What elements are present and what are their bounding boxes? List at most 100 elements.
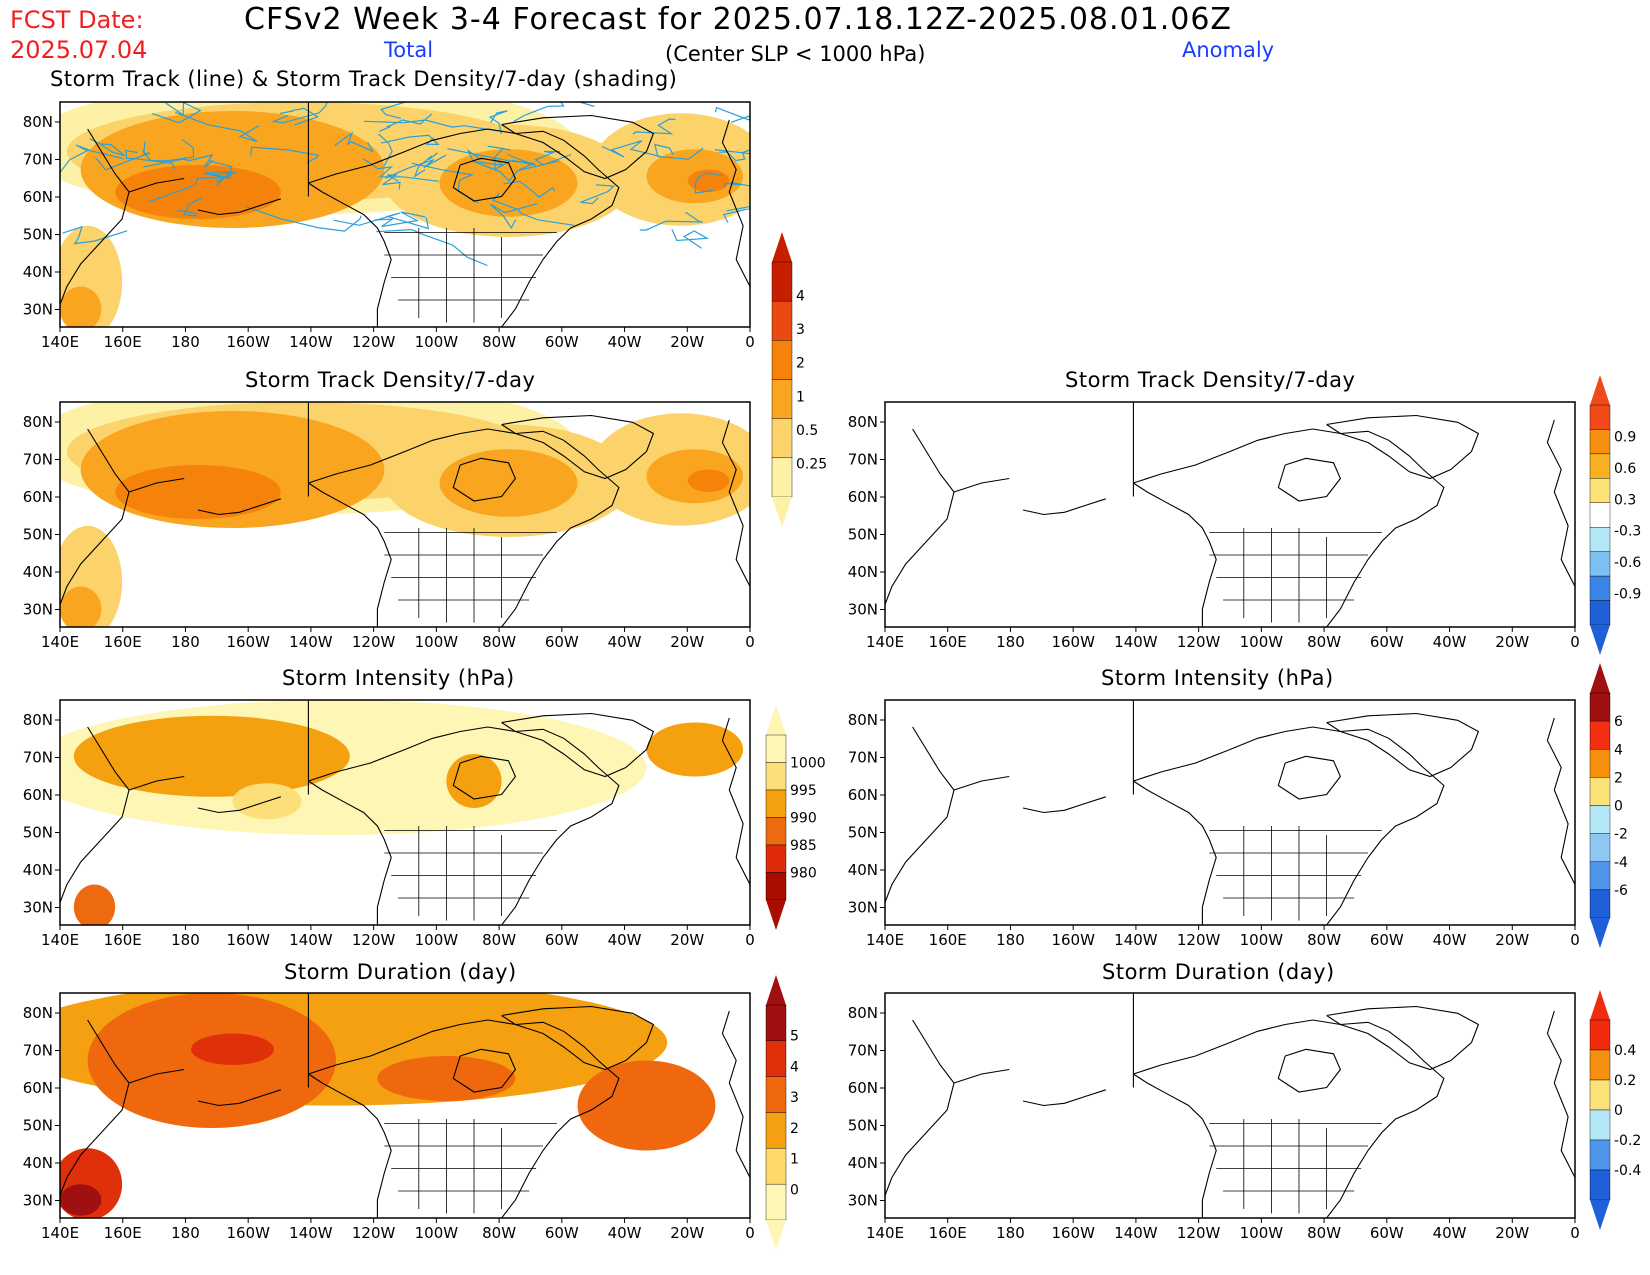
lat-label: 60N bbox=[23, 188, 53, 206]
lon-label: 180 bbox=[171, 333, 200, 351]
lon-label: 20W bbox=[670, 333, 704, 351]
lat-label: 60N bbox=[23, 1079, 53, 1097]
coastline bbox=[1133, 482, 1217, 627]
lon-label: 180 bbox=[996, 633, 1025, 651]
lon-label: 120W bbox=[352, 931, 396, 949]
colorbar-swatch bbox=[1589, 1169, 1611, 1201]
colorbar-swatch bbox=[1589, 720, 1611, 750]
colorbar-label: 4 bbox=[796, 289, 805, 305]
lon-label: 80W bbox=[1307, 1224, 1341, 1242]
colorbar-density-anom: 0.9 0.6 0.3 -0.3 -0.6 -0.9 bbox=[1589, 375, 1641, 655]
coastline bbox=[1546, 1010, 1575, 1178]
lat-label: 80N bbox=[23, 1004, 53, 1022]
colorbar-density-total: 4 3 2 1 0.5 0.25 bbox=[771, 232, 827, 527]
shaded-area bbox=[115, 165, 281, 219]
colorbar-label: 2 bbox=[1614, 770, 1623, 786]
lon-label: 80W bbox=[1307, 633, 1341, 651]
storm-track-line bbox=[580, 184, 616, 205]
map-background bbox=[885, 402, 1575, 627]
colorbar-label: 5 bbox=[790, 1029, 799, 1045]
fcst-date-label: FCST Date: bbox=[10, 6, 144, 34]
colorbar-swatch bbox=[1589, 453, 1611, 479]
panel-title-intensity-anom: Storm Intensity (hPa) bbox=[1101, 666, 1334, 690]
coastline bbox=[885, 726, 955, 903]
panel-title-density-total: Storm Track Density/7-day bbox=[245, 368, 536, 392]
colorbar-swatch bbox=[1589, 777, 1611, 806]
lat-label: 60N bbox=[848, 488, 878, 506]
lat-label: 50N bbox=[23, 526, 53, 544]
lon-label: 100W bbox=[415, 333, 459, 351]
lon-label: 160W bbox=[226, 931, 270, 949]
map-panel-density-anom: 80N 70N 60N 50N 40N 30N 140E 160E 180 160W 140W 120… bbox=[848, 401, 1580, 651]
coastline bbox=[721, 717, 750, 885]
storm-track-line bbox=[385, 154, 447, 179]
lon-label: 120W bbox=[1177, 931, 1221, 949]
lon-label: 80W bbox=[1307, 931, 1341, 949]
storm-track-line bbox=[333, 212, 430, 230]
lon-label: 0 bbox=[1570, 633, 1580, 651]
lon-label: 100W bbox=[415, 1224, 459, 1242]
lon-label: 120W bbox=[1177, 633, 1221, 651]
total-label: Total bbox=[384, 38, 434, 62]
storm-track-line bbox=[142, 139, 195, 162]
colorbar-swatch bbox=[1589, 527, 1611, 552]
lon-label: 80W bbox=[482, 633, 516, 651]
lon-label: 20W bbox=[1495, 633, 1529, 651]
lat-label: 40N bbox=[23, 861, 53, 879]
storm-track-line bbox=[503, 180, 556, 198]
coastline bbox=[452, 1048, 517, 1093]
lon-label: 40W bbox=[608, 931, 642, 949]
colorbar-swatch bbox=[1589, 478, 1611, 503]
storm-track-line bbox=[671, 229, 710, 249]
shaded-area bbox=[60, 1184, 102, 1216]
coastline bbox=[1326, 414, 1480, 480]
map-frame bbox=[59, 992, 751, 1219]
coastline bbox=[953, 477, 1010, 493]
lat-label: 60N bbox=[23, 786, 53, 804]
coastline bbox=[1277, 457, 1342, 502]
coastline bbox=[501, 114, 655, 180]
colorbar-swatch bbox=[1589, 575, 1611, 601]
colorbar-label: 0.5 bbox=[796, 423, 818, 439]
colorbar-swatch bbox=[1589, 805, 1611, 834]
subtitle: (Center SLP < 1000 hPa) bbox=[665, 42, 926, 66]
colorbar-arrow-bottom bbox=[1590, 1200, 1610, 1230]
lon-label: 40W bbox=[1433, 633, 1467, 651]
map-background bbox=[885, 993, 1575, 1218]
colorbar-swatch bbox=[765, 844, 787, 873]
colorbar-label: 4 bbox=[790, 1059, 799, 1075]
coastline bbox=[1133, 1073, 1217, 1218]
lat-label: 70N bbox=[848, 1042, 878, 1060]
map-frame bbox=[59, 101, 751, 328]
colorbar-swatch bbox=[765, 1183, 787, 1221]
coastline bbox=[308, 780, 392, 925]
lat-label: 40N bbox=[848, 1154, 878, 1172]
shaded-area bbox=[60, 286, 102, 327]
coastline bbox=[1022, 498, 1106, 516]
lat-label: 80N bbox=[23, 113, 53, 131]
colorbar-label: -6 bbox=[1614, 883, 1628, 899]
lat-label: 30N bbox=[848, 899, 878, 917]
colorbar-intensity-total: 1000 995 990 985 980 bbox=[765, 705, 826, 930]
lon-label: 20W bbox=[670, 633, 704, 651]
colorbar-arrow-top bbox=[766, 975, 786, 1005]
storm-track-line bbox=[719, 149, 750, 162]
lon-label: 140W bbox=[1114, 931, 1158, 949]
lon-label: 0 bbox=[745, 633, 755, 651]
storm-track-title: Storm Track (line) & Storm Track Density… bbox=[50, 67, 678, 91]
coastline bbox=[308, 182, 392, 327]
coastline bbox=[1326, 712, 1480, 778]
colorbar-label: -0.9 bbox=[1614, 587, 1641, 603]
shaded-area bbox=[191, 1033, 274, 1065]
coastline bbox=[128, 1068, 185, 1084]
colorbar-swatch bbox=[1589, 889, 1611, 919]
map-background bbox=[885, 700, 1575, 925]
colorbar-arrow-top bbox=[772, 232, 792, 262]
coastline bbox=[1133, 780, 1217, 925]
coastline bbox=[721, 1010, 750, 1178]
storm-track-line bbox=[492, 192, 575, 226]
lat-label: 60N bbox=[848, 786, 878, 804]
storm-track-line bbox=[376, 228, 488, 267]
colorbar-swatch bbox=[765, 1112, 787, 1149]
colorbar-duration-anom: 0.4 0.2 0 -0.2 -0.4 bbox=[1589, 990, 1641, 1230]
